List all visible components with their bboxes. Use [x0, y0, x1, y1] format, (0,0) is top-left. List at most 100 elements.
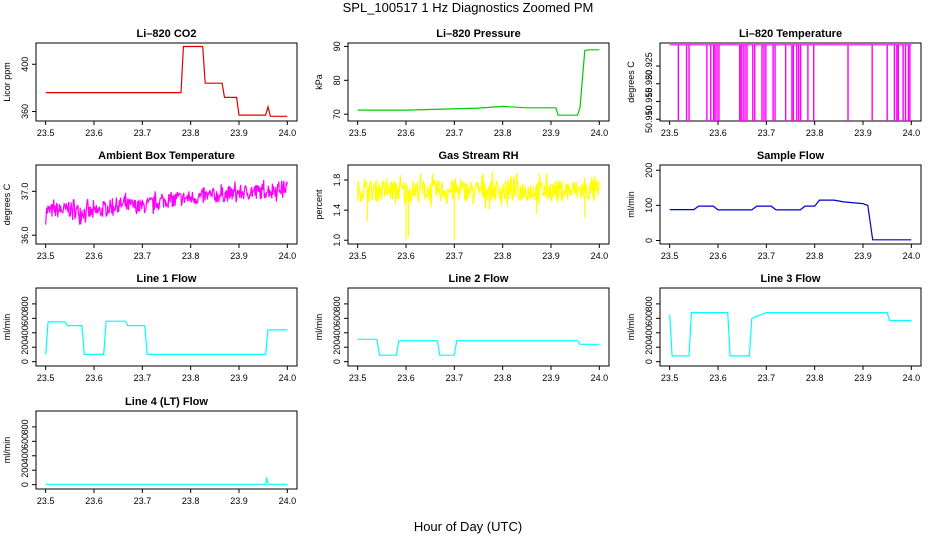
y-tick-label: 36.0 — [20, 226, 30, 244]
x-tick-label: 24.0 — [279, 496, 297, 506]
x-tick-label: 24.0 — [591, 128, 609, 138]
series-layer — [45, 320, 288, 355]
y-tick-label: 600 — [644, 311, 654, 326]
series-layer — [45, 45, 288, 117]
x-tick-label: 23.6 — [397, 128, 415, 138]
x-tick-label: 24.0 — [279, 373, 297, 383]
y-axis-label: ml/min — [626, 314, 636, 341]
x-tick-label: 23.7 — [134, 496, 152, 506]
panel-3: Li–820 Temperature degrees C 23.5 23.6 23.7 2… — [626, 28, 922, 138]
y-tick-label: 0 — [644, 359, 654, 364]
x-tick-label: 24.0 — [903, 128, 921, 138]
x-tick-label: 24.0 — [591, 251, 609, 261]
y-tick-label: 200 — [332, 340, 342, 355]
y-tick-label: 50.915 — [644, 88, 654, 116]
x-tick-label: 23.5 — [37, 251, 55, 261]
y-tick-label: 400 — [332, 325, 342, 340]
x-tick-label: 23.7 — [446, 373, 464, 383]
x-tick-label: 23.7 — [446, 128, 464, 138]
panels: Li–820 CO2 Licor ppm 23.5 23.6 23.7 23.8 23.9 2… — [2, 28, 922, 506]
y-tick-label: 600 — [20, 311, 30, 326]
x-tick-label: 24.0 — [279, 128, 297, 138]
x-tick-label: 23.8 — [182, 251, 200, 261]
x-tick-label: 23.5 — [349, 373, 367, 383]
x-tick-label: 23.7 — [758, 251, 776, 261]
x-tick-label: 23.9 — [542, 251, 560, 261]
panel-title: Li–820 CO2 — [137, 28, 197, 40]
x-tick-label: 23.5 — [37, 128, 55, 138]
x-tick-label: 23.7 — [134, 128, 152, 138]
series-line — [669, 312, 912, 357]
panel-10: Line 4 (LT) Flow ml/min 23.5 23.6 23.7 23.8 23… — [2, 396, 298, 506]
x-tick-label: 23.8 — [494, 373, 512, 383]
y-tick-label: 400 — [20, 325, 30, 340]
y-axis-label: ml/min — [2, 314, 12, 341]
y-tick-label: 400 — [20, 57, 30, 72]
series-line — [669, 199, 912, 241]
plot-frame — [659, 42, 922, 122]
y-tick-label: 600 — [20, 434, 30, 449]
x-tick-label: 23.9 — [542, 373, 560, 383]
figure-title: SPL_100517 1 Hz Diagnostics Zoomed PM — [343, 0, 594, 15]
x-tick-label: 23.6 — [85, 373, 103, 383]
y-tick-label: 0 — [20, 359, 30, 364]
plot-frame — [659, 287, 922, 367]
x-tick-label: 23.6 — [709, 128, 727, 138]
x-tick-label: 23.5 — [661, 251, 679, 261]
y-tick-label: 50.910 — [644, 105, 654, 133]
y-axis-label: Licor ppm — [2, 62, 12, 102]
panel-title: Line 3 Flow — [761, 273, 821, 285]
x-tick-label: 24.0 — [903, 373, 921, 383]
y-tick-label: 1.0 — [332, 234, 342, 247]
x-tick-label: 23.6 — [85, 128, 103, 138]
series-layer — [669, 199, 912, 241]
series-layer — [45, 179, 288, 225]
series-layer — [357, 49, 600, 116]
x-tick-label: 23.9 — [854, 373, 872, 383]
y-axis-label: percent — [314, 189, 324, 220]
x-tick-label: 23.9 — [854, 128, 872, 138]
x-tick-label: 24.0 — [903, 251, 921, 261]
series-layer — [357, 338, 600, 356]
y-tick-label: 0 — [644, 238, 654, 243]
panel-title: Line 2 Flow — [449, 273, 509, 285]
y-tick-label: 80 — [332, 75, 342, 85]
x-tick-label: 23.6 — [397, 373, 415, 383]
x-tick-label: 23.6 — [709, 251, 727, 261]
x-tick-label: 23.8 — [806, 373, 824, 383]
x-tick-label: 23.8 — [806, 251, 824, 261]
y-tick-label: 400 — [20, 448, 30, 463]
panel-title: Li–820 Pressure — [436, 28, 520, 40]
series-layer — [357, 171, 600, 241]
x-tick-label: 23.9 — [854, 251, 872, 261]
panel-title: Line 4 (LT) Flow — [125, 396, 208, 408]
plot-frame — [35, 410, 298, 490]
panel-title: Sample Flow — [757, 150, 825, 162]
series-layer — [669, 312, 912, 357]
y-tick-label: 0 — [20, 482, 30, 487]
y-axis-label: degrees C — [626, 61, 636, 103]
series-line — [45, 320, 288, 355]
x-tick-label: 23.8 — [182, 128, 200, 138]
panel-4: Ambient Box Temperature degrees C 23.5 23.6… — [2, 150, 298, 261]
panel-2: Li–820 Pressure kPa 23.5 23.6 23.7 23.8 23.9 24… — [314, 28, 610, 138]
y-tick-label: 100 — [644, 198, 654, 213]
y-tick-label: 360 — [20, 104, 30, 119]
series-line — [357, 171, 600, 210]
x-tick-label: 23.8 — [494, 251, 512, 261]
x-tick-label: 23.8 — [182, 373, 200, 383]
x-tick-label: 24.0 — [279, 251, 297, 261]
y-tick-label: 600 — [332, 311, 342, 326]
panel-5: Gas Stream RH percent 23.5 23.6 23.7 23.8 23.9… — [314, 150, 610, 261]
y-axis-label: degrees C — [2, 183, 12, 225]
series-line — [45, 45, 288, 117]
y-tick-label: 90 — [332, 41, 342, 51]
y-tick-label: 1.8 — [332, 174, 342, 187]
x-tick-label: 23.7 — [134, 251, 152, 261]
plot-frame — [35, 42, 298, 122]
figure-xlabel: Hour of Day (UTC) — [414, 519, 522, 534]
x-tick-label: 23.8 — [806, 128, 824, 138]
y-tick-label: 1.4 — [332, 204, 342, 217]
series-line — [45, 477, 288, 485]
